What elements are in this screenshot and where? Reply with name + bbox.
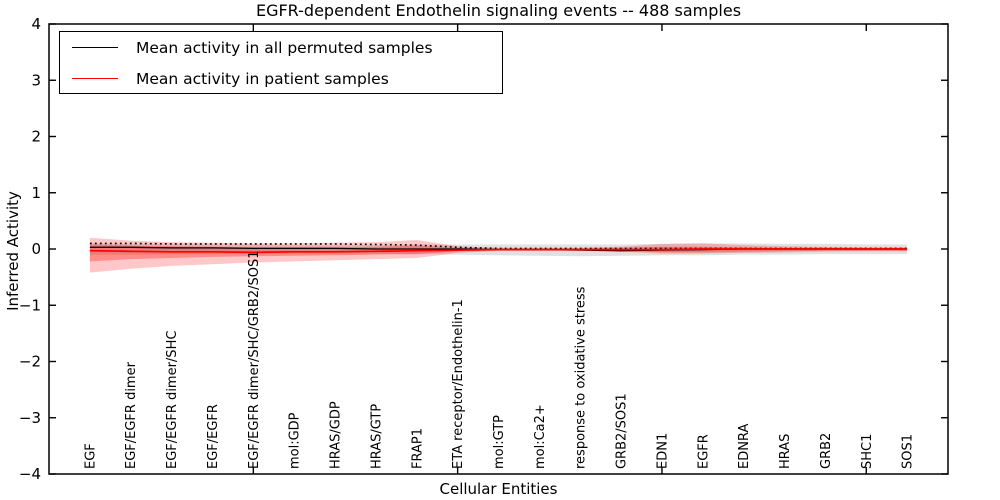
category-label: EDN1: [655, 433, 670, 469]
category-label: SHC1: [860, 434, 875, 469]
series-line-patient-mean: [89, 248, 908, 254]
category-label: FRAP1: [410, 428, 425, 469]
category-label: EGF/EGFR dimer: [124, 361, 139, 469]
category-label: HRAS: [778, 434, 793, 469]
category-label: response to oxidative stress: [574, 286, 589, 469]
legend-label-patient: Mean activity in patient samples: [136, 69, 389, 88]
legend-entry-patient: Mean activity in patient samples: [60, 63, 502, 94]
category-label: mol:GDP: [288, 412, 303, 469]
legend: Mean activity in all permuted samples Me…: [59, 31, 503, 94]
band-patient-spread-outer: [89, 237, 908, 273]
legend-line-sample-red: [72, 78, 118, 79]
category-label: GRB2/SOS1: [615, 393, 630, 469]
y-tick-label: −3: [19, 409, 41, 427]
category-label: EGFR: [696, 434, 711, 469]
category-label: EGF/EGFR dimer/SHC/GRB2/SOS1: [247, 251, 262, 470]
category-label: GRB2: [819, 433, 834, 469]
y-tick-label: 0: [31, 240, 41, 258]
category-label: mol:Ca2+: [533, 404, 548, 469]
legend-label-permuted: Mean activity in all permuted samples: [136, 38, 433, 57]
y-tick-label: 4: [31, 15, 41, 33]
y-tick-label: 2: [31, 128, 41, 146]
category-label: HRAS/GDP: [329, 401, 344, 469]
category-label: EGF: [83, 443, 98, 469]
category-label: mol:GTP: [492, 415, 507, 469]
y-tick-label: −1: [19, 296, 41, 314]
category-label: ETA receptor/Endothelin-1: [451, 299, 466, 469]
category-label: EGF/EGFR: [206, 404, 221, 469]
category-label: SOS1: [901, 434, 916, 469]
category-label: EDNRA: [737, 424, 752, 469]
y-tick-label: −2: [19, 353, 41, 371]
legend-entry-permuted: Mean activity in all permuted samples: [60, 32, 502, 63]
y-tick-label: −4: [19, 465, 41, 483]
category-label: HRAS/GTP: [369, 404, 384, 469]
y-tick-label: 1: [31, 184, 41, 202]
y-axis-label: Inferred Activity: [4, 191, 22, 311]
chart-title: EGFR-dependent Endothelin signaling even…: [255, 1, 742, 20]
x-axis-label: Cellular Entities: [439, 480, 558, 498]
y-tick-label: 3: [31, 71, 41, 89]
legend-line-sample-black: [72, 47, 118, 48]
category-label: EGF/EGFR dimer/SHC: [165, 331, 180, 469]
